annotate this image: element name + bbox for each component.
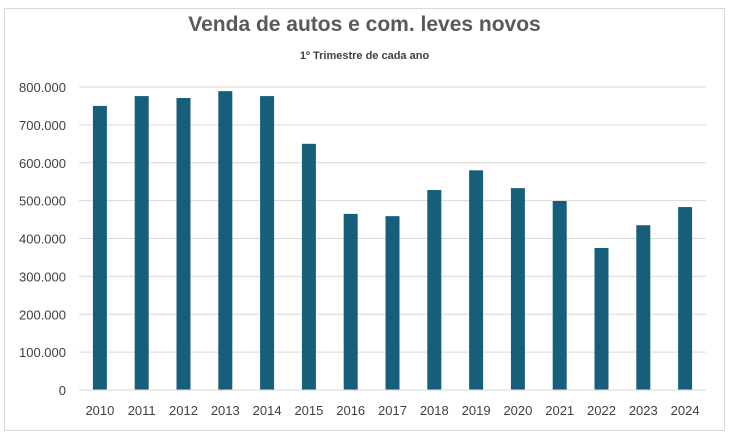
x-tick-label: 2019 [462,403,491,418]
y-tick-label: 0 [59,383,66,398]
x-axis-tick-labels: 2010 2011 2012 2013 2014 2015 2016 2017 2018 2019… [85,403,699,418]
x-tick-label: 2013 [211,403,240,418]
y-tick-label: 800.000 [19,80,66,95]
y-tick-label: 500.000 [19,194,66,209]
bar-2024 [678,207,693,390]
x-tick-label: 2010 [85,403,114,418]
bar-2018 [427,190,442,390]
bar-2014 [260,96,275,390]
y-tick-label: 400.000 [19,232,66,247]
x-tick-label: 2018 [420,403,449,418]
chart-subtitle: 1º Trimestre de cada ano [299,50,430,62]
x-tick-label: 2017 [378,403,407,418]
y-tick-label: 700.000 [19,118,66,133]
y-tick-label: 100.000 [19,345,66,360]
y-tick-label: 600.000 [19,156,66,171]
bar-2012 [176,97,191,390]
bar-2020 [510,188,525,390]
bar-2016 [343,213,358,390]
x-tick-label: 2011 [128,403,156,418]
chart-title: Venda de autos e com. leves novos [188,13,541,36]
x-tick-label: 2024 [671,403,700,418]
bar-2023 [636,225,651,390]
x-tick-label: 2015 [294,403,323,418]
bar-2013 [218,91,233,390]
y-axis-tick-labels: 0 100.000 200.000 300.000 400.000 500.000 600.… [19,80,66,398]
bar-2021 [552,201,567,390]
bar-2011 [134,96,149,390]
bar-2017 [385,216,400,390]
bars [92,91,693,390]
x-tick-label: 2023 [629,403,658,418]
x-tick-label: 2021 [545,403,574,418]
x-tick-label: 2016 [336,403,365,418]
x-tick-label: 2012 [169,403,198,418]
bar-2010 [92,105,107,390]
y-tick-label: 200.000 [19,307,66,322]
bar-2022 [594,247,609,390]
x-tick-label: 2020 [503,403,532,418]
y-tick-label: 300.000 [19,269,66,284]
x-tick-label: 2022 [587,403,616,418]
bar-2019 [469,170,484,390]
bar-2015 [301,143,316,390]
x-tick-label: 2014 [253,403,282,418]
